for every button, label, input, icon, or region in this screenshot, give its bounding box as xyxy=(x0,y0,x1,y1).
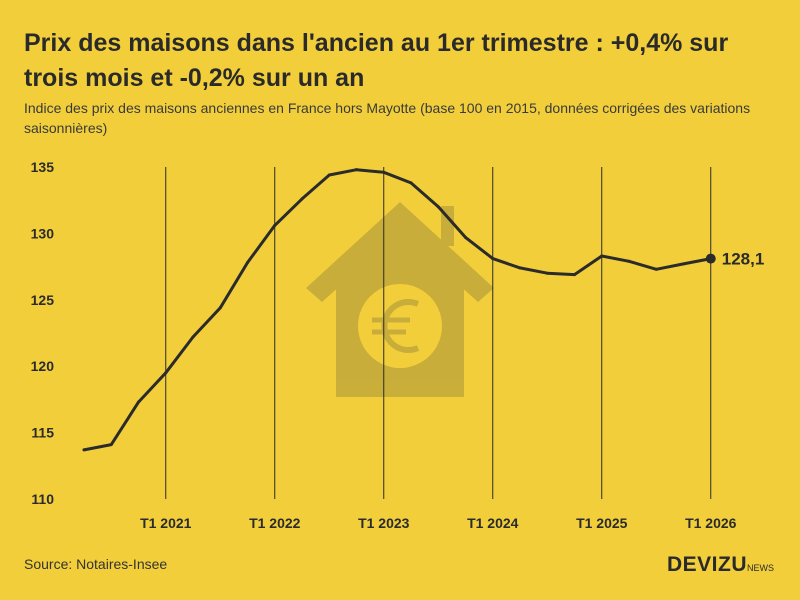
brand-name: DEVIZU xyxy=(666,553,747,576)
data-point xyxy=(218,306,222,310)
data-point xyxy=(464,235,467,239)
y-tick-label: 115 xyxy=(31,425,54,441)
y-axis: 110 115 120 125 130 135 xyxy=(31,159,55,507)
data-point xyxy=(491,257,495,261)
y-tick-label: 120 xyxy=(31,358,55,374)
brand-suffix: NEWS xyxy=(747,563,774,573)
data-point xyxy=(246,261,249,265)
data-point xyxy=(273,223,277,227)
x-axis: T1 2021 T1 2022 T1 2023 T1 2024 T1 2025 T1 20… xyxy=(140,515,737,531)
data-point xyxy=(600,254,604,258)
house-euro-icon xyxy=(306,202,494,397)
data-point xyxy=(682,262,685,266)
data-point xyxy=(109,443,113,447)
x-tick-label: T1 2025 xyxy=(576,515,628,531)
data-point xyxy=(382,170,386,174)
data-point xyxy=(545,271,549,275)
data-point xyxy=(409,181,413,185)
data-point xyxy=(327,173,331,177)
brand-logo: DEVIZUNEWS xyxy=(667,553,774,577)
x-tick-label: T1 2021 xyxy=(140,515,192,531)
y-tick-label: 125 xyxy=(31,292,55,308)
data-point xyxy=(82,448,86,452)
x-tick-label: T1 2024 xyxy=(467,515,519,531)
vertical-gridlines xyxy=(165,167,712,499)
y-tick-label: 135 xyxy=(31,159,55,175)
end-annotation: 128,1 xyxy=(705,250,765,269)
series-polyline xyxy=(82,168,713,452)
x-tick-label: T1 2023 xyxy=(358,515,410,531)
x-tick-label: T1 2022 xyxy=(249,515,301,531)
data-point xyxy=(627,259,631,263)
data-label: 128,1 xyxy=(722,250,765,269)
series-line xyxy=(82,168,713,452)
data-point xyxy=(164,371,168,375)
data-point xyxy=(300,197,304,201)
data-point xyxy=(573,273,576,277)
data-point xyxy=(436,205,440,209)
data-point xyxy=(355,168,358,172)
data-point xyxy=(137,400,140,404)
source-note: Source: Notaires-Insee xyxy=(24,556,168,572)
chart-title: Prix des maisons dans l'ancien au 1er tr… xyxy=(24,29,729,92)
y-tick-label: 110 xyxy=(31,491,54,507)
end-point-marker xyxy=(705,253,716,264)
chart-subtitle: Indice des prix des maisons anciennes en… xyxy=(24,100,751,136)
data-point xyxy=(518,266,522,270)
data-point xyxy=(191,335,195,339)
data-point xyxy=(654,267,658,271)
y-tick-label: 130 xyxy=(31,225,55,241)
x-tick-label: T1 2026 xyxy=(685,515,737,531)
